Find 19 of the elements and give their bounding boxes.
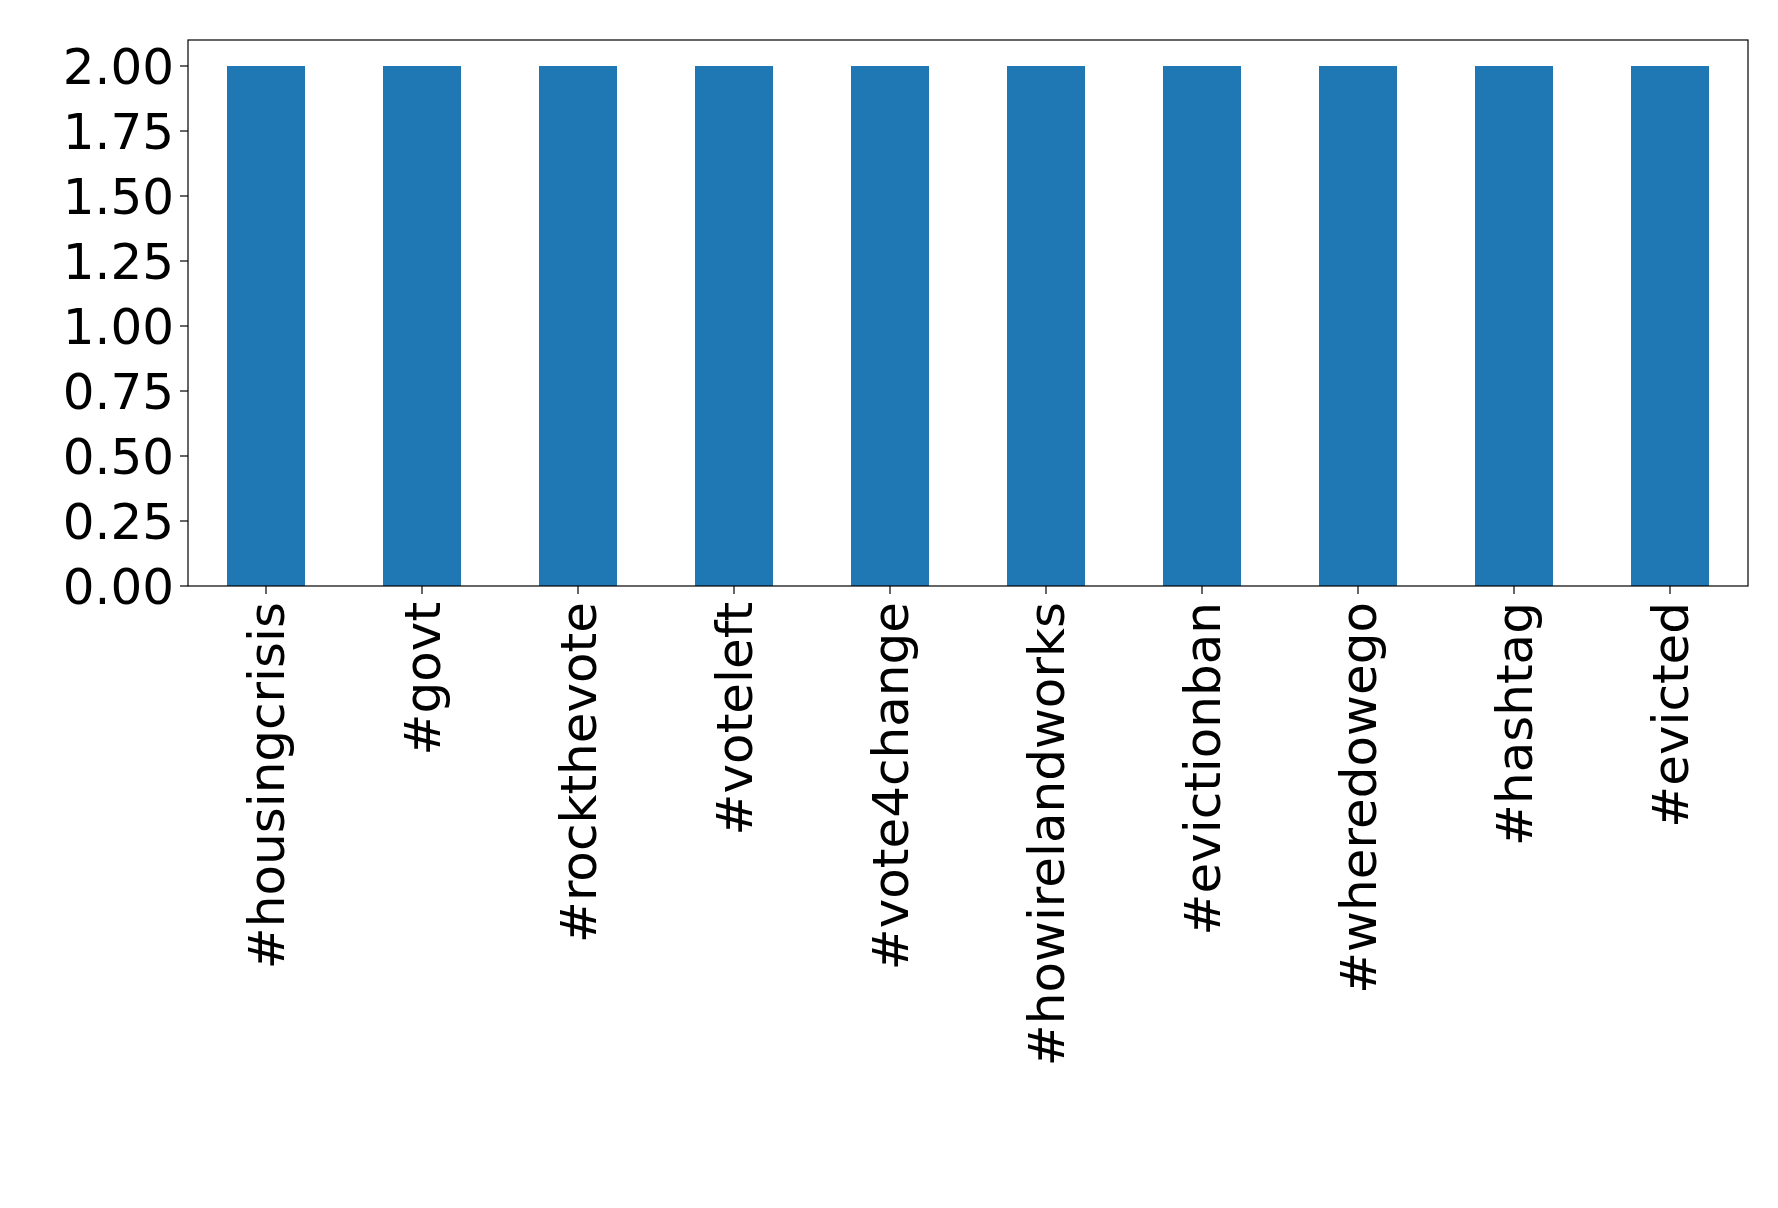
y-tick-label: 0.25 — [62, 492, 174, 551]
x-tick-label: #govt — [393, 602, 452, 756]
y-tick-label: 0.75 — [62, 362, 174, 421]
x-tick-label: #vote4change — [861, 602, 920, 971]
y-tick-label: 2.00 — [62, 37, 174, 96]
y-tick-label: 0.00 — [62, 557, 174, 616]
y-tick-label: 1.00 — [62, 297, 174, 356]
x-tick-label: #howirelandworks — [1017, 602, 1076, 1067]
y-tick-label: 1.25 — [62, 232, 174, 291]
x-tick-label: #hashtag — [1485, 602, 1544, 846]
x-tick-label: #housingcrisis — [237, 602, 296, 970]
y-tick-label: 0.50 — [62, 427, 174, 486]
x-tick-label: #wheredowego — [1329, 602, 1388, 994]
x-tick-label: #evicted — [1641, 602, 1700, 828]
x-tick-label: #voteleft — [705, 602, 764, 836]
x-tick-label: #evictionban — [1173, 602, 1232, 936]
y-tick-label: 1.75 — [62, 102, 174, 161]
x-tick-label: #rockthevote — [549, 602, 608, 943]
y-tick-label: 1.50 — [62, 167, 174, 226]
